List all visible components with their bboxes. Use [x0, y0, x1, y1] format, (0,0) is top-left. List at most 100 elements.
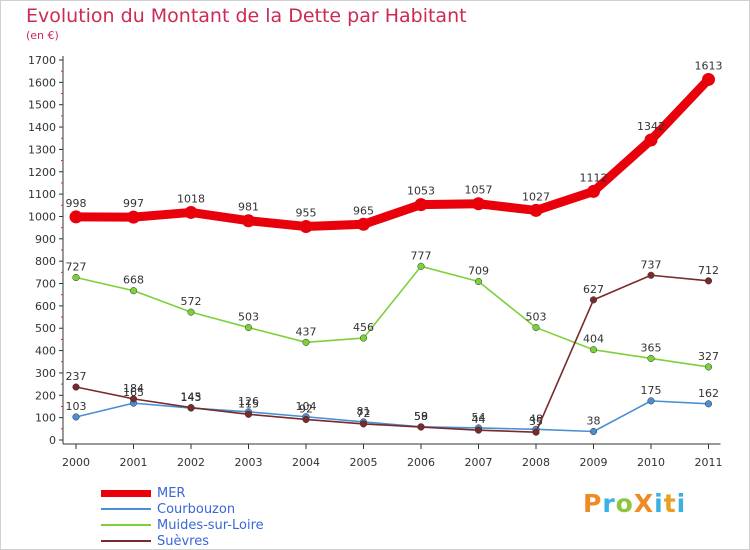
x-tick-label: 2011 — [695, 456, 723, 469]
data-label: 162 — [698, 387, 719, 400]
y-tick-label: 200 — [35, 389, 56, 402]
x-tick-label: 2001 — [120, 456, 148, 469]
data-point — [69, 210, 83, 224]
y-tick-label: 1100 — [28, 188, 56, 201]
legend-swatch-muides — [101, 524, 151, 526]
data-label: 92 — [299, 402, 313, 415]
y-tick-label: 300 — [35, 367, 56, 380]
series-line-0 — [71, 74, 713, 232]
data-label: 237 — [66, 370, 87, 383]
data-label: 965 — [353, 204, 374, 217]
data-label: 1053 — [407, 185, 435, 198]
legend-item-suevres: Suèvres — [101, 533, 264, 549]
x-tick-label: 2002 — [177, 456, 205, 469]
data-label: 365 — [641, 341, 662, 354]
data-point — [414, 198, 428, 212]
y-tick-label: 1600 — [28, 76, 56, 89]
data-point — [72, 413, 80, 421]
legend-label-mer: MER — [157, 485, 186, 501]
y-tick-label: 700 — [35, 278, 56, 291]
data-point — [702, 72, 715, 86]
data-point — [589, 346, 598, 354]
data-label: 981 — [238, 201, 259, 214]
y-tick-label: 1500 — [28, 99, 56, 112]
data-label: 727 — [66, 260, 87, 273]
x-tick-label: 2010 — [637, 456, 665, 469]
data-label: 1342 — [637, 120, 665, 133]
data-label: 456 — [353, 321, 374, 334]
data-label: 737 — [641, 258, 662, 271]
x-tick-label: 2005 — [350, 456, 378, 469]
x-tick-label: 2007 — [465, 456, 493, 469]
data-point — [589, 296, 598, 304]
data-point — [474, 277, 483, 286]
data-point — [704, 400, 713, 408]
data-point — [647, 397, 655, 405]
data-point — [72, 383, 80, 391]
data-point — [244, 324, 253, 332]
data-point — [472, 197, 485, 211]
data-label: 103 — [66, 400, 87, 413]
data-label: 627 — [583, 283, 604, 296]
data-label: 709 — [468, 265, 489, 278]
data-point — [647, 271, 655, 279]
data-label: 104 — [296, 400, 317, 413]
data-label: 327 — [698, 350, 719, 363]
data-label: 503 — [526, 311, 547, 324]
data-point — [474, 426, 483, 434]
data-label: 437 — [296, 325, 317, 338]
data-point — [302, 338, 310, 346]
chart-title: Evolution du Montant de la Dette par Hab… — [26, 5, 467, 27]
legend-swatch-mer — [101, 489, 151, 497]
data-point — [242, 214, 255, 228]
data-point — [244, 410, 253, 418]
data-point — [417, 262, 425, 270]
data-label: 59 — [414, 410, 428, 423]
data-label: 572 — [181, 295, 202, 308]
data-label: 1027 — [522, 190, 550, 203]
y-tick-label: 1300 — [28, 143, 56, 156]
chart-subtitle: (en €) — [26, 29, 59, 42]
y-tick-label: 900 — [35, 233, 56, 246]
legend: MER Courbouzon Muides-sur-Loire Suèvres — [101, 485, 264, 549]
data-point — [587, 184, 600, 198]
data-point — [589, 427, 598, 436]
data-label: 997 — [123, 197, 144, 210]
data-label: 54 — [472, 411, 486, 424]
x-tick-label: 2000 — [62, 456, 90, 469]
data-label: 143 — [181, 391, 202, 404]
y-tick-label: 400 — [35, 345, 56, 358]
data-label: 165 — [123, 386, 144, 399]
data-point — [704, 277, 713, 285]
legend-swatch-courbouzon — [101, 508, 151, 510]
data-label: 58 — [414, 410, 428, 423]
data-point — [359, 334, 368, 342]
data-point — [644, 133, 658, 147]
data-label: 115 — [238, 397, 259, 410]
legend-label-suevres: Suèvres — [157, 533, 210, 549]
x-tick-label: 2003 — [235, 456, 263, 469]
data-point — [187, 404, 195, 412]
y-tick-label: 1700 — [28, 54, 56, 67]
data-label: 1112 — [580, 171, 608, 184]
data-point — [127, 210, 140, 224]
series-line-1 — [75, 400, 710, 433]
y-tick-label: 1200 — [28, 166, 56, 179]
y-tick-label: 500 — [35, 322, 56, 335]
data-label: 175 — [641, 384, 662, 397]
data-label: 184 — [123, 382, 144, 395]
y-tick-label: 100 — [35, 412, 56, 425]
data-label: 955 — [296, 207, 317, 220]
data-label: 44 — [472, 413, 486, 426]
x-tick-label: 2009 — [580, 456, 608, 469]
series-line-2 — [75, 265, 710, 368]
legend-label-courbouzon: Courbouzon — [157, 501, 236, 517]
data-point — [184, 205, 198, 219]
proxiti-logo: ProXiti — [583, 489, 687, 518]
data-point — [359, 420, 368, 428]
y-tick-label: 600 — [35, 300, 56, 313]
legend-item-mer: MER — [101, 485, 264, 501]
data-label: 81 — [357, 405, 371, 418]
x-tick-label: 2004 — [292, 456, 320, 469]
